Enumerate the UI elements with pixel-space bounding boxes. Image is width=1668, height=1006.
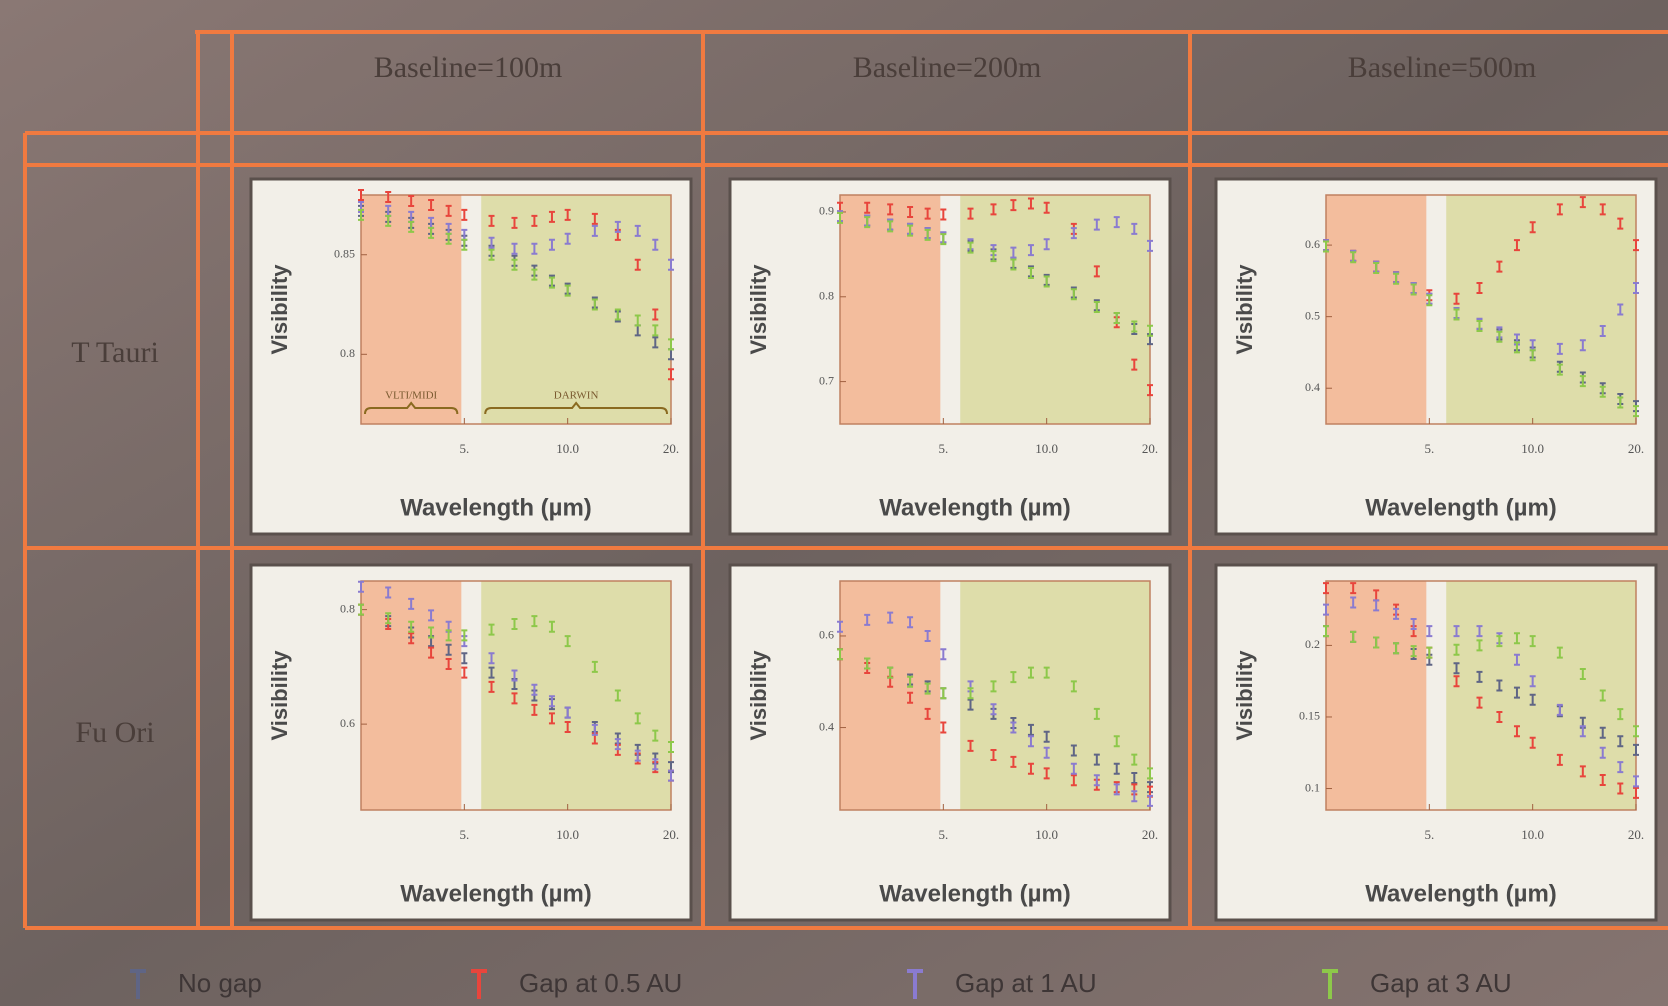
x-tick-label: 10.0 (1035, 827, 1058, 842)
wavelength-band (1326, 195, 1426, 424)
x-axis-label: Wavelength (µm) (879, 494, 1071, 521)
wavelength-band (960, 581, 1150, 810)
x-tick-label: 5. (459, 827, 469, 842)
row-header: Fu Ori (75, 716, 154, 749)
chart-panel: 0.2 0.15 0.1 5. 10.0 20. Wavelength (µm) Visibi… (1216, 565, 1656, 920)
legend-label: Gap at 3 AU (1370, 968, 1512, 998)
y-tick-label: 0.9 (819, 204, 834, 218)
legend-label: Gap at 1 AU (955, 968, 1097, 998)
wavelength-band (1326, 581, 1426, 810)
x-tick-label: 20. (1628, 441, 1644, 456)
column-header: Baseline=100m (374, 51, 563, 84)
x-axis-label: Wavelength (µm) (400, 880, 592, 907)
x-tick-label: 20. (663, 441, 679, 456)
column-header: Baseline=200m (853, 51, 1042, 84)
wavelength-band (960, 195, 1150, 424)
y-tick-label: 0.85 (334, 246, 355, 260)
y-tick-label: 0.4 (819, 719, 834, 733)
x-tick-label: 20. (663, 827, 679, 842)
x-tick-label: 20. (1142, 441, 1158, 456)
y-axis-label: Visibility (267, 264, 292, 355)
x-axis-label: Wavelength (µm) (879, 880, 1071, 907)
row-header: T Tauri (71, 336, 159, 369)
chart-panel: 0.8 0.6 5. 10.0 20. Wavelength (µm) Visibility (251, 565, 691, 920)
y-axis-label: Visibility (267, 650, 292, 741)
y-axis-label: Visibility (746, 650, 771, 741)
chart-panel: VLTI/MIDI DARWIN 0.85 0.8 5. 10.0 20. Wavelengt… (251, 179, 691, 534)
x-tick-label: 10.0 (556, 441, 579, 456)
y-tick-label: 0.8 (340, 346, 355, 360)
x-tick-label: 5. (938, 441, 948, 456)
y-tick-label: 0.1 (1305, 780, 1320, 794)
y-tick-label: 0.4 (1305, 380, 1320, 394)
wavelength-band (1446, 581, 1636, 810)
x-axis-label: Wavelength (µm) (1365, 880, 1557, 907)
x-tick-label: 10.0 (556, 827, 579, 842)
wavelength-band (1446, 195, 1636, 424)
wavelength-band (481, 581, 671, 810)
chart-panel: 0.6 0.5 0.4 5. 10.0 20. Wavelength (µm) Visibil… (1216, 179, 1656, 534)
y-tick-label: 0.2 (1305, 637, 1320, 651)
x-tick-label: 5. (459, 441, 469, 456)
y-tick-label: 0.6 (819, 628, 834, 642)
x-axis-label: Wavelength (µm) (1365, 494, 1557, 521)
y-axis-label: Visibility (746, 264, 771, 355)
y-tick-label: 0.5 (1305, 308, 1320, 322)
x-tick-label: 5. (1424, 827, 1434, 842)
band-label: VLTI/MIDI (385, 390, 437, 402)
x-tick-label: 10.0 (1521, 441, 1544, 456)
y-tick-label: 0.15 (1299, 709, 1320, 723)
y-tick-label: 0.6 (1305, 237, 1320, 251)
chart-panel: 0.9 0.8 0.7 5. 10.0 20. Wavelength (µm) Visibil… (730, 179, 1170, 534)
x-tick-label: 10.0 (1035, 441, 1058, 456)
column-header: Baseline=500m (1348, 51, 1537, 84)
y-tick-label: 0.7 (819, 373, 834, 387)
wavelength-band (361, 581, 461, 810)
poster: Baseline=100m Baseline=200m Baseline=500m T… (0, 0, 1668, 1006)
y-tick-label: 0.6 (340, 716, 355, 730)
x-tick-label: 5. (1424, 441, 1434, 456)
legend-label: No gap (178, 968, 262, 998)
band-label: DARWIN (554, 390, 599, 402)
legend-label: Gap at 0.5 AU (519, 968, 682, 998)
x-tick-label: 20. (1142, 827, 1158, 842)
x-tick-label: 10.0 (1521, 827, 1544, 842)
chart-panel: 0.6 0.4 5. 10.0 20. Wavelength (µm) Visibility (730, 565, 1170, 920)
y-tick-label: 0.8 (340, 601, 355, 615)
y-axis-label: Visibility (1232, 650, 1257, 741)
y-tick-label: 0.8 (819, 289, 834, 303)
y-axis-label: Visibility (1232, 264, 1257, 355)
x-axis-label: Wavelength (µm) (400, 494, 592, 521)
x-tick-label: 20. (1628, 827, 1644, 842)
x-tick-label: 5. (938, 827, 948, 842)
